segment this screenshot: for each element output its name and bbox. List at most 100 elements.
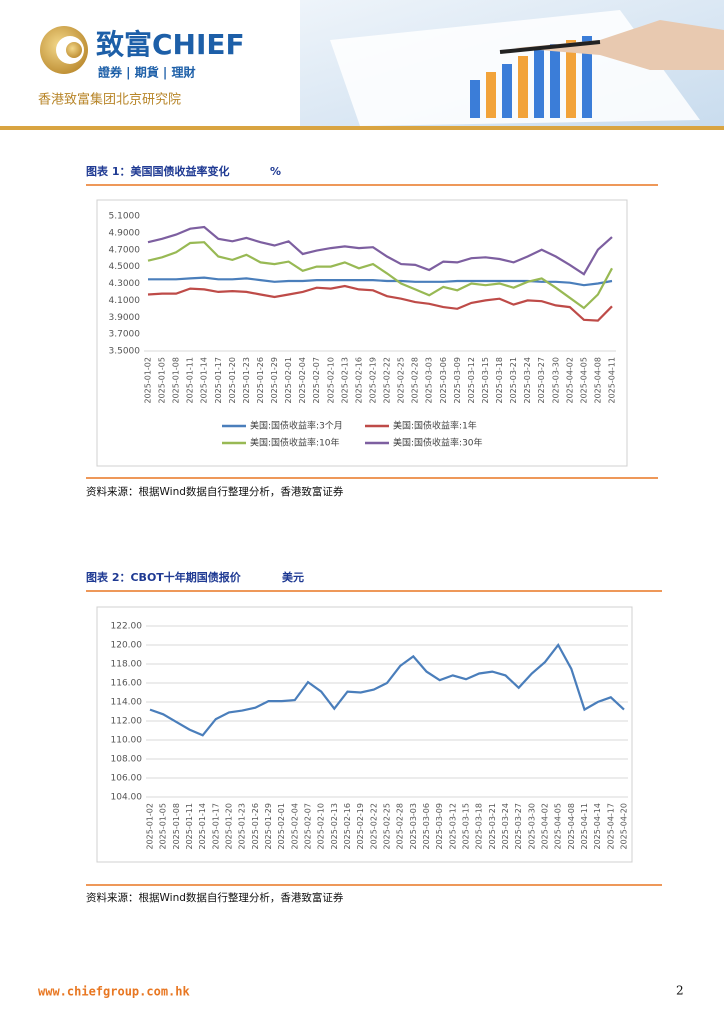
y-tick-label: 104.00: [111, 793, 143, 803]
legend-label: 美国:国债收益率:1年: [393, 420, 477, 432]
x-tick-label: 2025-01-14: [198, 803, 207, 850]
x-tick-label: 2025-02-16: [343, 803, 352, 850]
y-tick-label: 114.00: [111, 698, 143, 708]
x-tick-label: 2025-03-21: [509, 357, 518, 404]
chart-frame: [96, 199, 628, 467]
x-tick-label: 2025-02-01: [284, 357, 293, 404]
x-tick-label: 2025-04-08: [567, 803, 576, 850]
y-tick-label: 4.7000: [109, 245, 141, 255]
x-tick-label: 2025-03-30: [551, 357, 560, 404]
x-tick-label: 2025-03-03: [409, 803, 418, 850]
legend-label: 美国:国债收益率:30年: [393, 437, 483, 449]
x-tick-label: 2025-03-27: [537, 357, 546, 404]
x-tick-label: 2025-01-08: [172, 357, 181, 404]
legend-label: 美国:国债收益率:3个月: [250, 420, 343, 432]
x-tick-label: 2025-02-13: [330, 803, 339, 850]
x-tick-label: 2025-03-18: [475, 803, 484, 850]
tagline: 證券 | 期貨 | 理財: [98, 65, 195, 80]
brand: 致富CHIEF: [96, 28, 245, 61]
x-tick-label: 2025-03-27: [514, 803, 523, 850]
x-tick-label: 2025-01-26: [251, 803, 260, 850]
header-illustration: [330, 10, 724, 126]
x-tick-label: 2025-03-18: [495, 357, 504, 404]
x-tick-label: 2025-03-24: [523, 357, 532, 404]
y-tick-label: 106.00: [111, 774, 143, 784]
figure-title: 图表 1：美国国债收益率变化: [86, 164, 229, 178]
x-tick-label: 2025-02-16: [354, 357, 363, 404]
x-tick-label: 2025-02-22: [369, 803, 378, 850]
y-tick-label: 4.3000: [109, 279, 141, 289]
y-tick-label: 5.1000: [109, 212, 141, 222]
y-tick-label: 110.00: [111, 736, 143, 746]
x-tick-label: 2025-01-26: [256, 357, 265, 404]
x-tick-label: 2025-03-06: [439, 357, 448, 404]
x-tick-label: 2025-02-25: [383, 803, 392, 850]
y-tick-label: 4.1000: [109, 296, 141, 306]
x-tick-label: 2025-03-03: [425, 357, 434, 404]
x-tick-label: 2025-04-08: [593, 357, 602, 404]
y-tick-label: 112.00: [111, 717, 143, 727]
x-tick-label: 2025-01-02: [146, 803, 155, 850]
x-tick-label: 2025-04-20: [620, 803, 629, 850]
figure-unit: 美元: [282, 570, 304, 584]
x-tick-label: 2025-01-17: [211, 803, 220, 850]
x-tick-label: 2025-02-28: [396, 803, 405, 850]
line-series: [148, 276, 613, 287]
y-tick-label: 3.9000: [109, 313, 141, 323]
x-tick-label: 2025-01-02: [144, 357, 153, 404]
source: 资料来源：根据Wind数据自行整理分析，香港致富证券: [86, 891, 344, 904]
x-tick-label: 2025-01-23: [242, 357, 251, 404]
x-tick-label: 2025-03-12: [467, 357, 476, 404]
x-tick-label: 2025-02-19: [356, 803, 365, 850]
y-tick-label: 120.00: [111, 641, 143, 651]
institute: 香港致富集团北京研究院: [38, 92, 181, 108]
y-tick-label: 3.5000: [109, 347, 141, 357]
x-tick-label: 2025-02-07: [304, 803, 313, 850]
x-tick-label: 2025-04-05: [554, 803, 563, 850]
x-tick-label: 2025-01-20: [225, 803, 234, 850]
x-tick-label: 2025-01-29: [270, 357, 279, 404]
source: 资料来源：根据Wind数据自行整理分析，香港致富证券: [86, 485, 344, 498]
line-series: [149, 642, 625, 737]
x-tick-label: 2025-03-09: [453, 357, 462, 404]
x-tick-label: 2025-02-10: [326, 357, 335, 404]
x-tick-label: 2025-01-05: [158, 357, 167, 404]
x-tick-label: 2025-02-10: [317, 803, 326, 850]
figure-title: 图表 2：CBOT十年期国债报价: [86, 570, 242, 584]
x-tick-label: 2025-04-02: [541, 803, 550, 850]
x-tick-label: 2025-04-02: [565, 357, 574, 404]
x-tick-label: 2025-03-21: [488, 803, 497, 850]
x-tick-label: 2025-02-07: [312, 357, 321, 404]
x-tick-label: 2025-01-05: [159, 803, 168, 850]
chart-frame: [96, 606, 633, 863]
y-tick-label: 4.5000: [109, 262, 141, 272]
line-series: [147, 241, 613, 310]
x-tick-label: 2025-03-06: [422, 803, 431, 850]
x-tick-label: 2025-02-01: [277, 803, 286, 850]
y-tick-label: 122.00: [111, 622, 143, 632]
x-tick-label: 2025-03-15: [462, 803, 471, 850]
logo: [66, 42, 82, 58]
x-tick-label: 2025-03-09: [435, 803, 444, 850]
x-tick-label: 2025-02-13: [340, 357, 349, 404]
header-rule: [0, 126, 724, 130]
x-tick-label: 2025-03-30: [527, 803, 536, 850]
x-tick-label: 2025-04-17: [606, 803, 615, 850]
x-tick-label: 2025-02-04: [298, 357, 307, 404]
x-tick-label: 2025-04-05: [579, 357, 588, 404]
y-tick-label: 118.00: [111, 660, 143, 670]
x-tick-label: 2025-03-24: [501, 803, 510, 850]
x-tick-label: 2025-01-08: [172, 803, 181, 850]
line-series: [147, 225, 613, 276]
x-tick-label: 2025-04-14: [593, 803, 602, 850]
x-tick-label: 2025-04-11: [608, 357, 617, 404]
y-tick-label: 3.7000: [109, 330, 141, 340]
page-number: 2: [676, 984, 684, 998]
x-tick-label: 2025-03-15: [481, 357, 490, 404]
legend-label: 美国:国债收益率:10年: [250, 437, 340, 449]
x-tick-label: 2025-01-11: [186, 357, 195, 404]
y-tick-label: 108.00: [111, 755, 143, 765]
x-tick-label: 2025-02-04: [290, 803, 299, 850]
x-tick-label: 2025-02-22: [383, 357, 392, 404]
